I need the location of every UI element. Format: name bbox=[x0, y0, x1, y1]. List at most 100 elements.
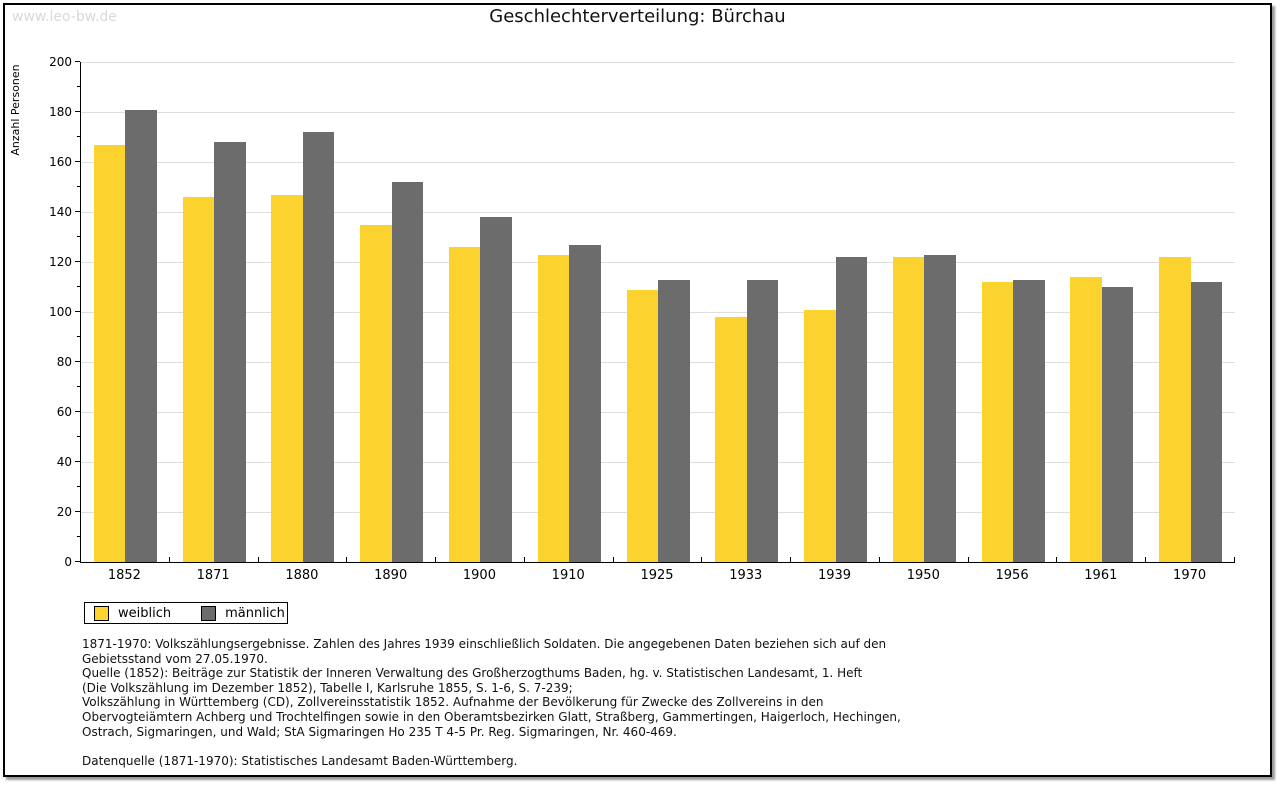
x-tick-label-1939: 1939 bbox=[817, 568, 852, 583]
x-tick-boundary-12 bbox=[1145, 557, 1147, 562]
plot-area bbox=[75, 61, 1235, 563]
bar-weiblich-1910 bbox=[537, 254, 570, 562]
bar-weiblich-1852 bbox=[93, 144, 126, 562]
bar-weiblich-1970 bbox=[1159, 257, 1191, 562]
y-tick-label-80: 80 bbox=[56, 355, 72, 369]
x-tick-label-1880: 1880 bbox=[285, 568, 319, 583]
y-tick-100 bbox=[75, 311, 80, 312]
footnote-line bbox=[82, 739, 1232, 754]
x-tick-label-1956: 1956 bbox=[995, 568, 1029, 583]
x-tick-label-1933: 1933 bbox=[729, 568, 763, 583]
x-tick-label-1961: 1961 bbox=[1084, 568, 1118, 583]
x-tick-label-1950: 1950 bbox=[906, 568, 940, 583]
bar-männlich-1890 bbox=[391, 182, 424, 562]
bar-weiblich-1925 bbox=[626, 289, 658, 562]
y-tick-200 bbox=[75, 61, 80, 62]
x-tick-boundary-3 bbox=[346, 557, 348, 562]
y-tick-0 bbox=[75, 561, 80, 562]
bar-männlich-1933 bbox=[746, 279, 779, 562]
y-tick-label-20: 20 bbox=[56, 505, 72, 519]
watermark-url: www.leo-bw.de bbox=[12, 9, 117, 25]
y-tick-150 bbox=[77, 186, 80, 187]
bar-männlich-1961 bbox=[1101, 287, 1134, 562]
legend-swatch-maennlich bbox=[201, 605, 217, 621]
bar-weiblich-1950 bbox=[892, 257, 925, 562]
y-tick-130 bbox=[77, 236, 80, 237]
chart-title: Geschlechterverteilung: Bürchau bbox=[489, 6, 786, 27]
y-tick-label-40: 40 bbox=[56, 455, 72, 469]
y-tick-20 bbox=[75, 511, 80, 512]
x-tick-boundary-1 bbox=[168, 557, 170, 562]
chart-panel: www.leo-bw.de Geschlechterverteilung: Bü… bbox=[3, 3, 1272, 777]
legend-label-maennlich: männlich bbox=[225, 605, 285, 621]
footnote-line: Volkszählung in Württemberg (CD), Zollve… bbox=[82, 695, 824, 710]
y-tick-label-60: 60 bbox=[56, 405, 72, 419]
x-tick-boundary-10 bbox=[967, 557, 969, 562]
footnote-line: Datenquelle (1871-1970): Statistisches L… bbox=[82, 753, 518, 768]
bar-weiblich-1961 bbox=[1070, 277, 1102, 562]
footnote-line: (Die Volkszählung im Dezember 1852), Tab… bbox=[82, 680, 573, 695]
x-tick-boundary-8 bbox=[790, 557, 792, 562]
bar-männlich-1939 bbox=[835, 257, 868, 562]
bar-männlich-1852 bbox=[125, 109, 157, 562]
y-tick-110 bbox=[77, 286, 80, 287]
legend-label-weiblich: weiblich bbox=[118, 605, 172, 621]
y-tick-label-120: 120 bbox=[49, 255, 72, 269]
x-tick-boundary-6 bbox=[612, 557, 614, 562]
x-tick-label-1925: 1925 bbox=[640, 568, 674, 583]
x-tick-boundary-5 bbox=[523, 557, 525, 562]
x-tick-label-1852: 1852 bbox=[107, 568, 141, 583]
y-tick-170 bbox=[77, 136, 80, 137]
y-tick-label-160: 160 bbox=[49, 155, 72, 169]
y-tick-50 bbox=[77, 436, 80, 437]
y-tick-40 bbox=[75, 461, 80, 462]
y-tick-30 bbox=[77, 486, 80, 487]
y-tick-70 bbox=[77, 386, 80, 387]
gridline-120 bbox=[81, 261, 1235, 263]
x-tick-boundary-13 bbox=[1234, 557, 1235, 562]
bar-männlich-1900 bbox=[480, 217, 512, 562]
y-tick-10 bbox=[77, 536, 80, 537]
y-tick-label-180: 180 bbox=[49, 105, 72, 119]
gridline-180 bbox=[81, 111, 1235, 113]
y-tick-160 bbox=[75, 161, 80, 162]
x-tick-boundary-7 bbox=[701, 557, 703, 562]
bar-weiblich-1939 bbox=[804, 309, 836, 562]
bar-weiblich-1871 bbox=[182, 197, 215, 562]
x-tick-label-1890: 1890 bbox=[374, 568, 408, 583]
x-tick-boundary-4 bbox=[435, 557, 437, 562]
y-tick-90 bbox=[77, 336, 80, 337]
y-tick-60 bbox=[75, 411, 80, 412]
y-tick-180 bbox=[75, 111, 80, 112]
legend-swatch-weiblich bbox=[94, 605, 109, 621]
bar-weiblich-1933 bbox=[715, 317, 747, 562]
bar-männlich-1871 bbox=[214, 142, 246, 562]
footnote-line: 1871-1970: Volkszählungsergebnisse. Zahl… bbox=[82, 637, 887, 651]
x-tick-label-1970: 1970 bbox=[1173, 568, 1207, 583]
bar-weiblich-1956 bbox=[981, 282, 1014, 562]
x-tick-boundary-9 bbox=[878, 557, 880, 562]
footnote-block: 1871-1970: Volkszählungsergebnisse. Zahl… bbox=[82, 637, 1232, 768]
legend-item-weiblich: weiblich bbox=[94, 605, 172, 621]
bar-weiblich-1890 bbox=[360, 224, 392, 562]
y-tick-label-100: 100 bbox=[49, 305, 72, 319]
y-tick-label-0: 0 bbox=[64, 555, 72, 569]
x-tick-label-1871: 1871 bbox=[196, 568, 230, 583]
bar-männlich-1925 bbox=[658, 279, 690, 562]
x-tick-boundary-2 bbox=[257, 557, 259, 562]
bar-weiblich-1880 bbox=[271, 194, 303, 562]
legend: weiblich männlich bbox=[84, 602, 288, 624]
y-tick-label-200: 200 bbox=[49, 55, 72, 69]
bar-männlich-1910 bbox=[569, 244, 601, 562]
footnote-line: Obervogteiämtern Achberg und Trochtelfin… bbox=[82, 709, 901, 724]
bar-männlich-1970 bbox=[1190, 282, 1223, 562]
bar-männlich-1956 bbox=[1013, 279, 1045, 562]
bar-männlich-1880 bbox=[302, 132, 335, 562]
footnote-line: Ostrach, Sigmaringen, und Wald; StA Sigm… bbox=[82, 724, 677, 739]
bar-weiblich-1900 bbox=[448, 247, 481, 562]
gridline-140 bbox=[81, 211, 1235, 213]
y-tick-120 bbox=[75, 261, 80, 262]
footnote-line: Quelle (1852): Beiträge zur Statistik de… bbox=[82, 666, 863, 681]
y-tick-140 bbox=[75, 211, 80, 212]
x-tick-label-1900: 1900 bbox=[462, 568, 496, 583]
